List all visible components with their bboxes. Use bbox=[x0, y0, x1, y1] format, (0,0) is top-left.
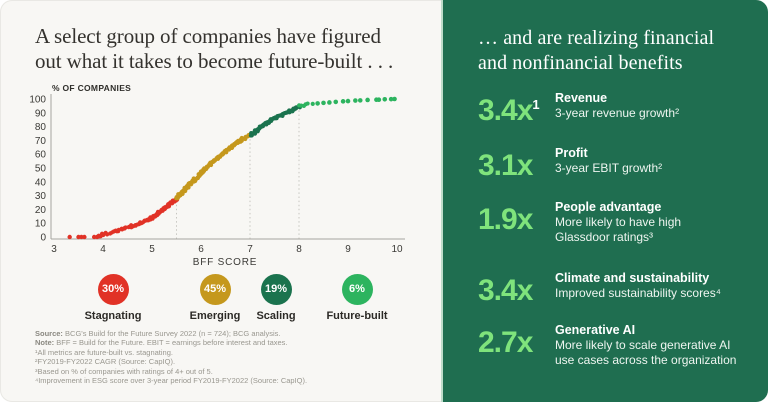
svg-text:40: 40 bbox=[35, 177, 47, 188]
stat-genai-multiplier: 2.7x bbox=[478, 322, 555, 358]
legend-label-future-built: Future-built bbox=[326, 310, 388, 322]
stat-climate-label: Climate and sustainability bbox=[555, 271, 710, 285]
svg-text:4: 4 bbox=[100, 244, 106, 255]
stat-climate: 3.4x Climate and sustainability Improved … bbox=[478, 270, 758, 306]
legend-item-scaling: 19% Scaling bbox=[231, 274, 321, 322]
stat-people-advantage: 1.9x People advantage More likely to have… bbox=[478, 199, 758, 245]
footnote-source-lead: Source: bbox=[35, 329, 63, 338]
stat-climate-multiplier: 3.4x bbox=[478, 270, 555, 306]
stat-profit-desc: 3-year EBIT growth² bbox=[555, 161, 663, 175]
stat-revenue: 3.4x1 Revenue 3-year revenue growth² bbox=[478, 90, 758, 126]
stat-revenue-label: Revenue bbox=[555, 91, 608, 105]
footnote-note: Note: BFF = Build for the Future. EBIT =… bbox=[35, 338, 307, 347]
svg-text:20: 20 bbox=[35, 205, 47, 216]
left-section: A select group of companies have figured… bbox=[0, 24, 443, 385]
footnotes: Source: BCG's Build for the Future Surve… bbox=[35, 329, 307, 385]
benefits-title-line1: … and are realizing financial bbox=[478, 27, 715, 49]
footnote-source: Source: BCG's Build for the Future Surve… bbox=[35, 329, 307, 338]
svg-text:8: 8 bbox=[296, 244, 302, 255]
stat-climate-desc: Improved sustainability scores⁴ bbox=[555, 286, 721, 300]
svg-text:90: 90 bbox=[35, 108, 47, 119]
stat-profit: 3.1x Profit 3-year EBIT growth² bbox=[478, 145, 758, 181]
footnote-1: ¹All metrics are future-built vs. stagna… bbox=[35, 347, 173, 357]
footnote-note-text: BFF = Build for the Future. EBIT = earni… bbox=[54, 338, 288, 348]
stat-genai-label: Generative AI bbox=[555, 323, 636, 337]
footnote-3: ³Based on % of companies with ratings of… bbox=[35, 366, 213, 376]
footnote-source-text: BCG's Build for the Future Survey 2022 (… bbox=[62, 329, 281, 338]
page-title-line2: out what it takes to become future-built… bbox=[35, 49, 394, 73]
svg-text:30: 30 bbox=[35, 191, 47, 202]
chart-guide-lines bbox=[176, 106, 300, 239]
legend-circle-stagnating: 30% bbox=[97, 274, 129, 305]
svg-text:80: 80 bbox=[35, 122, 47, 133]
page-title: A select group of companies have figured… bbox=[35, 24, 393, 74]
legend-item-stagnating: 30% Stagnating bbox=[68, 274, 158, 322]
stat-revenue-desc: 3-year revenue growth² bbox=[555, 106, 680, 120]
benefits-title-line2: and nonfinancial benefits bbox=[478, 52, 683, 74]
stat-people-multiplier: 1.9x bbox=[478, 199, 555, 235]
svg-text:10: 10 bbox=[35, 219, 47, 230]
svg-text:5: 5 bbox=[149, 244, 155, 255]
footnote-4: ⁴Improvement in ESG score over 3-year pe… bbox=[35, 376, 308, 386]
stat-revenue-superscript: 1 bbox=[532, 97, 540, 112]
svg-text:7: 7 bbox=[247, 244, 253, 255]
bff-score-chart: 0 10 20 30 40 50 60 70 80 90 100 3 4 5 6 7 8 9 10 BFF SCORE bbox=[30, 94, 405, 269]
benefits-title: … and are realizing financial and nonfina… bbox=[478, 26, 714, 76]
legend-label-scaling: Scaling bbox=[256, 310, 296, 322]
chart-tick-labels: 0 10 20 30 40 50 60 70 80 90 100 3 4 5 6 7 8 9 10 BFF SCORE bbox=[30, 95, 403, 269]
stat-profit-multiplier: 3.1x bbox=[478, 145, 555, 181]
svg-text:60: 60 bbox=[35, 150, 47, 161]
chart-legend: 30% Stagnating 45% Emerging 19% Scaling … bbox=[0, 274, 443, 326]
svg-text:3: 3 bbox=[51, 244, 57, 255]
chart-data-points bbox=[67, 96, 397, 240]
legend-label-stagnating: Stagnating bbox=[84, 310, 142, 322]
legend-circle-scaling: 19% bbox=[260, 274, 292, 305]
svg-text:100: 100 bbox=[30, 95, 46, 106]
svg-text:9: 9 bbox=[345, 244, 351, 255]
stat-profit-label: Profit bbox=[555, 146, 588, 160]
footnote-note-lead: Note: bbox=[35, 338, 55, 348]
page-title-line1: A select group of companies have figured bbox=[35, 24, 381, 48]
legend-circle-emerging: 45% bbox=[199, 274, 231, 305]
svg-text:6: 6 bbox=[198, 244, 204, 255]
svg-text:70: 70 bbox=[35, 136, 47, 147]
stat-revenue-multiplier: 3.4x1 bbox=[478, 90, 555, 126]
legend-label-emerging: Emerging bbox=[189, 310, 241, 322]
y-axis-title: % OF COMPANIES bbox=[52, 83, 132, 93]
svg-text:10: 10 bbox=[391, 244, 403, 255]
legend-item-emerging: 45% Emerging bbox=[170, 274, 260, 322]
x-axis-title: BFF SCORE bbox=[193, 257, 257, 268]
benefits-panel: … and are realizing financial and nonfina… bbox=[441, 0, 768, 402]
stat-people-value: 1.9x bbox=[478, 203, 533, 236]
stat-genai-desc: More likely to scale generative AI use c… bbox=[555, 338, 737, 367]
svg-text:50: 50 bbox=[35, 164, 47, 175]
svg-text:0: 0 bbox=[40, 233, 46, 244]
stat-climate-value: 3.4x bbox=[478, 274, 533, 307]
chart-axes bbox=[50, 94, 405, 240]
stat-genai-value: 2.7x bbox=[478, 326, 533, 359]
stat-generative-ai: 2.7x Generative AI More likely to scale g… bbox=[478, 322, 758, 368]
legend-circle-future-built: 6% bbox=[341, 274, 373, 305]
stat-profit-value: 3.1x bbox=[478, 149, 533, 182]
stat-people-desc: More likely to have high Glassdoor ratin… bbox=[555, 215, 682, 244]
footnote-2: ²FY2019-FY2022 CAGR (Source: CapIQ). bbox=[35, 357, 176, 367]
stat-revenue-value: 3.4x bbox=[478, 94, 533, 127]
legend-item-future-built: 6% Future-built bbox=[312, 274, 402, 322]
stat-people-label: People advantage bbox=[555, 200, 662, 214]
